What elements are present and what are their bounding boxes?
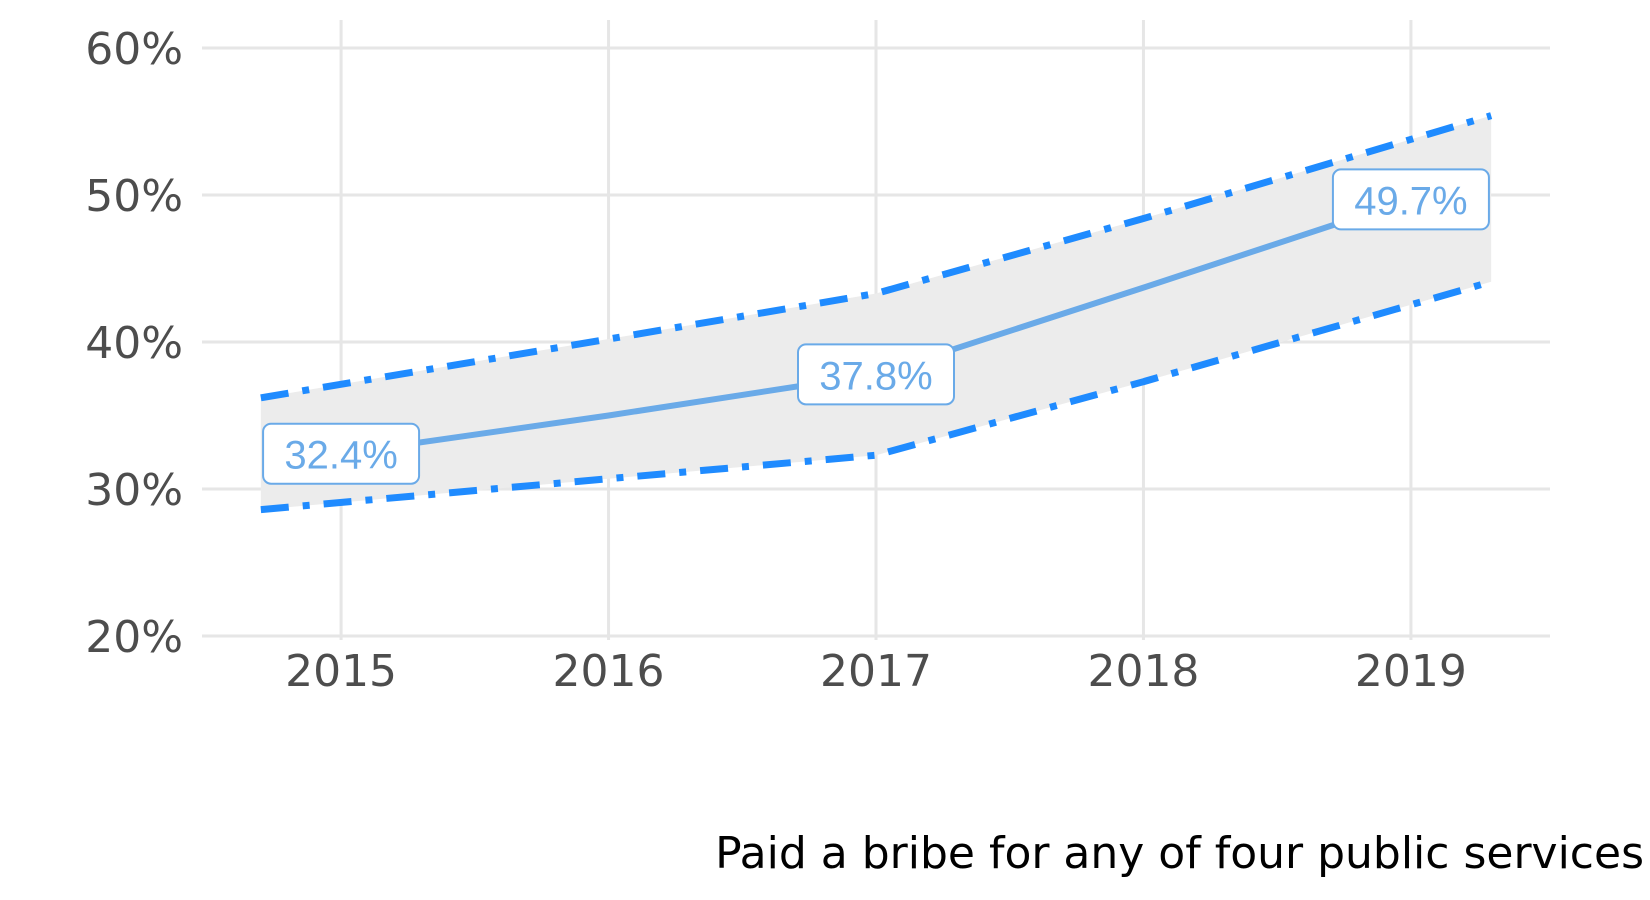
x-tick-label: 2015 <box>285 646 397 697</box>
x-axis-tick-labels: 2015 2016 2017 2018 2019 <box>285 646 1467 697</box>
y-tick-label: 40% <box>85 318 183 369</box>
y-tick-label: 50% <box>85 171 183 222</box>
data-label-text: 32.4% <box>284 434 397 478</box>
data-label-layer: 32.4% 37.8% 49.7% <box>262 168 1490 485</box>
y-tick-label: 20% <box>85 612 183 663</box>
x-tick-label: 2017 <box>820 646 932 697</box>
x-tick-label: 2018 <box>1087 646 1199 697</box>
upper-bound-line <box>260 112 1493 402</box>
y-axis-tick-labels: 20% 30% 40% 50% 60% <box>85 24 183 663</box>
y-tick-label: 30% <box>85 465 183 516</box>
confidence-band-layer <box>260 115 1492 510</box>
x-tick-label: 2016 <box>553 646 665 697</box>
data-label-text: 49.7% <box>1354 179 1467 223</box>
data-label-text: 37.8% <box>819 354 932 398</box>
chart-caption: Paid a bribe for any of four public serv… <box>715 828 1644 879</box>
confidence-band-area <box>260 115 1492 510</box>
y-tick-label: 60% <box>85 24 183 75</box>
data-label-box <box>262 422 421 485</box>
x-tick-label: 2019 <box>1355 646 1467 697</box>
data-label-box <box>797 343 955 406</box>
confidence-bounds-layer <box>260 112 1493 514</box>
data-label-box <box>1331 168 1490 231</box>
lower-bound-line <box>260 278 1493 514</box>
